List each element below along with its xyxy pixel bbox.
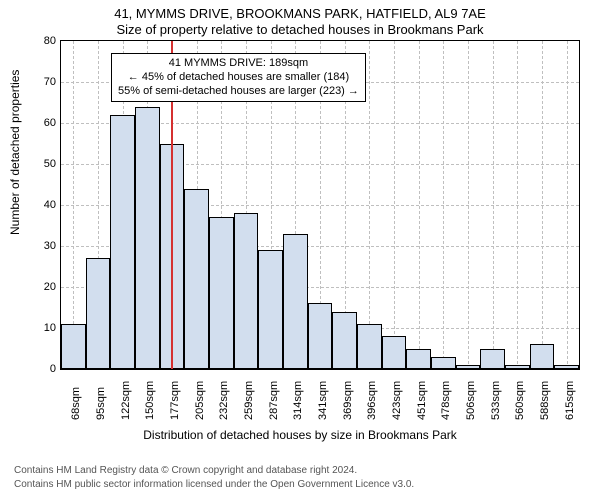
x-tick-label: 232sqm: [218, 381, 230, 420]
histogram-bar: [332, 312, 357, 369]
histogram-bar: [135, 107, 160, 369]
x-tick-label: 423sqm: [391, 381, 403, 420]
y-tick-label: 80: [26, 35, 56, 47]
x-tick-label: 478sqm: [440, 381, 452, 420]
y-tick-label: 70: [26, 76, 56, 88]
histogram-bar: [283, 234, 308, 369]
x-tick-label: 177sqm: [169, 381, 181, 420]
annotation-line3: 55% of semi-detached houses are larger (…: [118, 85, 359, 99]
histogram-bar: [431, 357, 456, 369]
y-tick-label: 50: [26, 158, 56, 170]
y-axis-label: Number of detached properties: [8, 70, 22, 235]
plot-area: 41 MYMMS DRIVE: 189sqm ← 45% of detached…: [60, 40, 580, 370]
gridline-vertical: [468, 41, 469, 369]
histogram-bar: [406, 349, 431, 370]
page-title-line2: Size of property relative to detached ho…: [0, 22, 600, 37]
gridline-vertical: [567, 41, 568, 369]
histogram-bar: [258, 250, 283, 369]
gridline-vertical: [517, 41, 518, 369]
x-tick-label: 615sqm: [564, 381, 576, 420]
x-tick-label: 560sqm: [514, 381, 526, 420]
y-tick-label: 0: [26, 363, 56, 375]
histogram-bar: [505, 365, 530, 369]
annotation-line2: ← 45% of detached houses are smaller (18…: [118, 71, 359, 85]
x-tick-label: 506sqm: [465, 381, 477, 420]
footer-line2: Contains HM public sector information li…: [14, 479, 414, 490]
x-tick-label: 533sqm: [490, 381, 502, 420]
histogram-bar: [357, 324, 382, 369]
annotation-line1: 41 MYMMS DRIVE: 189sqm: [118, 57, 359, 71]
histogram-bar: [61, 324, 86, 369]
histogram-bar: [456, 365, 481, 369]
x-tick-label: 314sqm: [292, 381, 304, 420]
annotation-box: 41 MYMMS DRIVE: 189sqm ← 45% of detached…: [111, 53, 366, 102]
gridline-vertical: [369, 41, 370, 369]
histogram-bar: [382, 336, 407, 369]
gridline-vertical: [419, 41, 420, 369]
y-tick-label: 30: [26, 240, 56, 252]
histogram-bar: [530, 344, 555, 369]
gridline-vertical: [443, 41, 444, 369]
histogram-bar: [308, 303, 333, 369]
x-tick-label: 341sqm: [317, 381, 329, 420]
x-tick-label: 150sqm: [144, 381, 156, 420]
histogram-bar: [209, 217, 234, 369]
y-tick-label: 60: [26, 117, 56, 129]
x-tick-label: 205sqm: [194, 381, 206, 420]
y-tick-label: 20: [26, 281, 56, 293]
gridline-vertical: [542, 41, 543, 369]
footer-line1: Contains HM Land Registry data © Crown c…: [14, 465, 357, 476]
chart-container: 41, MYMMS DRIVE, BROOKMANS PARK, HATFIEL…: [0, 0, 600, 500]
x-tick-label: 122sqm: [120, 381, 132, 420]
y-tick-label: 10: [26, 322, 56, 334]
gridline-vertical: [394, 41, 395, 369]
x-tick-label: 259sqm: [243, 381, 255, 420]
page-title-line1: 41, MYMMS DRIVE, BROOKMANS PARK, HATFIEL…: [0, 6, 600, 21]
histogram-bar: [234, 213, 259, 369]
x-tick-label: 396sqm: [366, 381, 378, 420]
histogram-bar: [554, 365, 579, 369]
x-tick-label: 287sqm: [268, 381, 280, 420]
histogram-bar: [86, 258, 111, 369]
y-tick-label: 40: [26, 199, 56, 211]
histogram-bar: [110, 115, 135, 369]
gridline-vertical: [493, 41, 494, 369]
gridline-vertical: [73, 41, 74, 369]
x-tick-label: 68sqm: [70, 387, 82, 420]
x-axis-caption: Distribution of detached houses by size …: [0, 428, 600, 442]
histogram-bar: [184, 189, 209, 369]
x-tick-label: 369sqm: [342, 381, 354, 420]
x-tick-label: 451sqm: [416, 381, 428, 420]
histogram-bar: [480, 349, 505, 370]
x-tick-label: 588sqm: [539, 381, 551, 420]
x-tick-label: 95sqm: [95, 387, 107, 420]
